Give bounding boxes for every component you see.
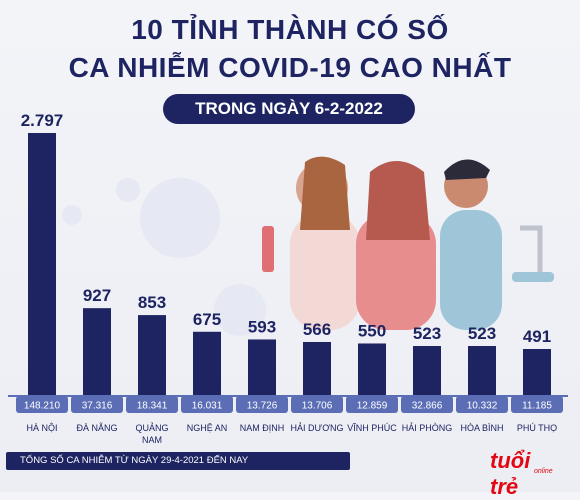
category-label-3-1: QUẢNG — [135, 422, 168, 433]
total-pill-6 — [291, 396, 343, 413]
total-label-2: 37.316 — [82, 401, 113, 412]
total-pill-4 — [181, 396, 233, 413]
bar-7 — [358, 343, 386, 395]
value-label-5: 593 — [248, 317, 276, 336]
bar-8 — [413, 346, 441, 395]
bar-5 — [248, 339, 276, 395]
total-label-10: 11.185 — [522, 401, 552, 412]
category-label-6: HẢI DƯƠNG — [291, 422, 344, 433]
bar-1 — [28, 133, 56, 395]
date-badge: TRONG NGÀY 6-2-2022 — [163, 94, 415, 124]
value-label-3: 853 — [138, 293, 166, 312]
total-label-6: 13.706 — [302, 401, 333, 412]
bar-9 — [468, 346, 496, 395]
category-label-7: VĨNH PHÚC — [347, 423, 397, 433]
bar-4 — [193, 331, 221, 395]
total-pill-5 — [236, 396, 288, 413]
chart-title-line-2: CA NHIỄM COVID-19 CAO NHẤT — [68, 52, 512, 83]
total-label-9: 10.332 — [467, 401, 498, 412]
logo-subtext: online — [534, 468, 553, 475]
people-masks-illustration — [262, 156, 554, 330]
bar-3 — [138, 315, 166, 395]
bar-2 — [83, 308, 111, 395]
bar-10 — [523, 349, 551, 395]
category-label-8: HẢI PHÒNG — [402, 422, 453, 433]
total-pill-7 — [346, 396, 398, 413]
category-label-5: NAM ĐỊNH — [240, 423, 285, 433]
category-label-3-2: NAM — [142, 435, 162, 445]
virus-illustration — [62, 178, 266, 336]
category-label-4: NGHỆ AN — [187, 423, 228, 433]
category-label-10: PHÚ THỌ — [517, 423, 557, 433]
footnote-caption: TỔNG SỐ CA NHIỄM TỪ NGÀY 29-4-2021 ĐẾN N… — [6, 452, 350, 470]
total-label-8: 32.866 — [412, 401, 443, 412]
value-label-7: 550 — [358, 321, 386, 340]
total-pill-3 — [126, 396, 178, 413]
value-label-10: 491 — [523, 327, 551, 346]
total-pill-9 — [456, 396, 508, 413]
value-label-2: 927 — [83, 286, 111, 305]
category-label-1: HÀ NỘI — [26, 423, 57, 433]
total-label-5: 13.726 — [247, 401, 278, 412]
category-label-2: ĐÀ NẴNG — [76, 422, 117, 433]
total-pill-8 — [401, 396, 453, 413]
total-label-3: 18.341 — [137, 401, 168, 412]
value-label-8: 523 — [413, 324, 441, 343]
chart-title-line-1: 10 TỈNH THÀNH CÓ SỐ — [131, 14, 449, 45]
tuoi-tre-logo: tuổi trẻ online — [490, 448, 562, 499]
total-label-4: 16.031 — [192, 401, 223, 412]
total-label-7: 12.859 — [357, 401, 388, 412]
total-pill-1 — [16, 396, 68, 413]
value-label-6: 566 — [303, 320, 331, 339]
value-label-1: 2.797 — [21, 111, 64, 130]
bar-6 — [303, 341, 331, 395]
total-pill-2 — [71, 396, 123, 413]
value-label-9: 523 — [468, 324, 496, 343]
category-label-9: HÒA BÌNH — [460, 423, 503, 433]
value-label-4: 675 — [193, 310, 221, 329]
total-label-1: 148.210 — [24, 401, 61, 412]
total-pill-10 — [511, 396, 563, 413]
